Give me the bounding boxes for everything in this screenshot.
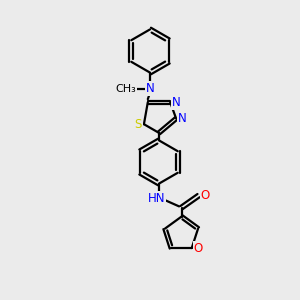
Text: N: N [172,96,181,109]
Text: CH₃: CH₃ [115,83,136,94]
Text: S: S [134,118,142,131]
Text: O: O [201,189,210,202]
Text: O: O [194,242,203,255]
Text: HN: HN [148,192,165,205]
Text: N: N [178,112,187,125]
Text: N: N [146,82,154,95]
